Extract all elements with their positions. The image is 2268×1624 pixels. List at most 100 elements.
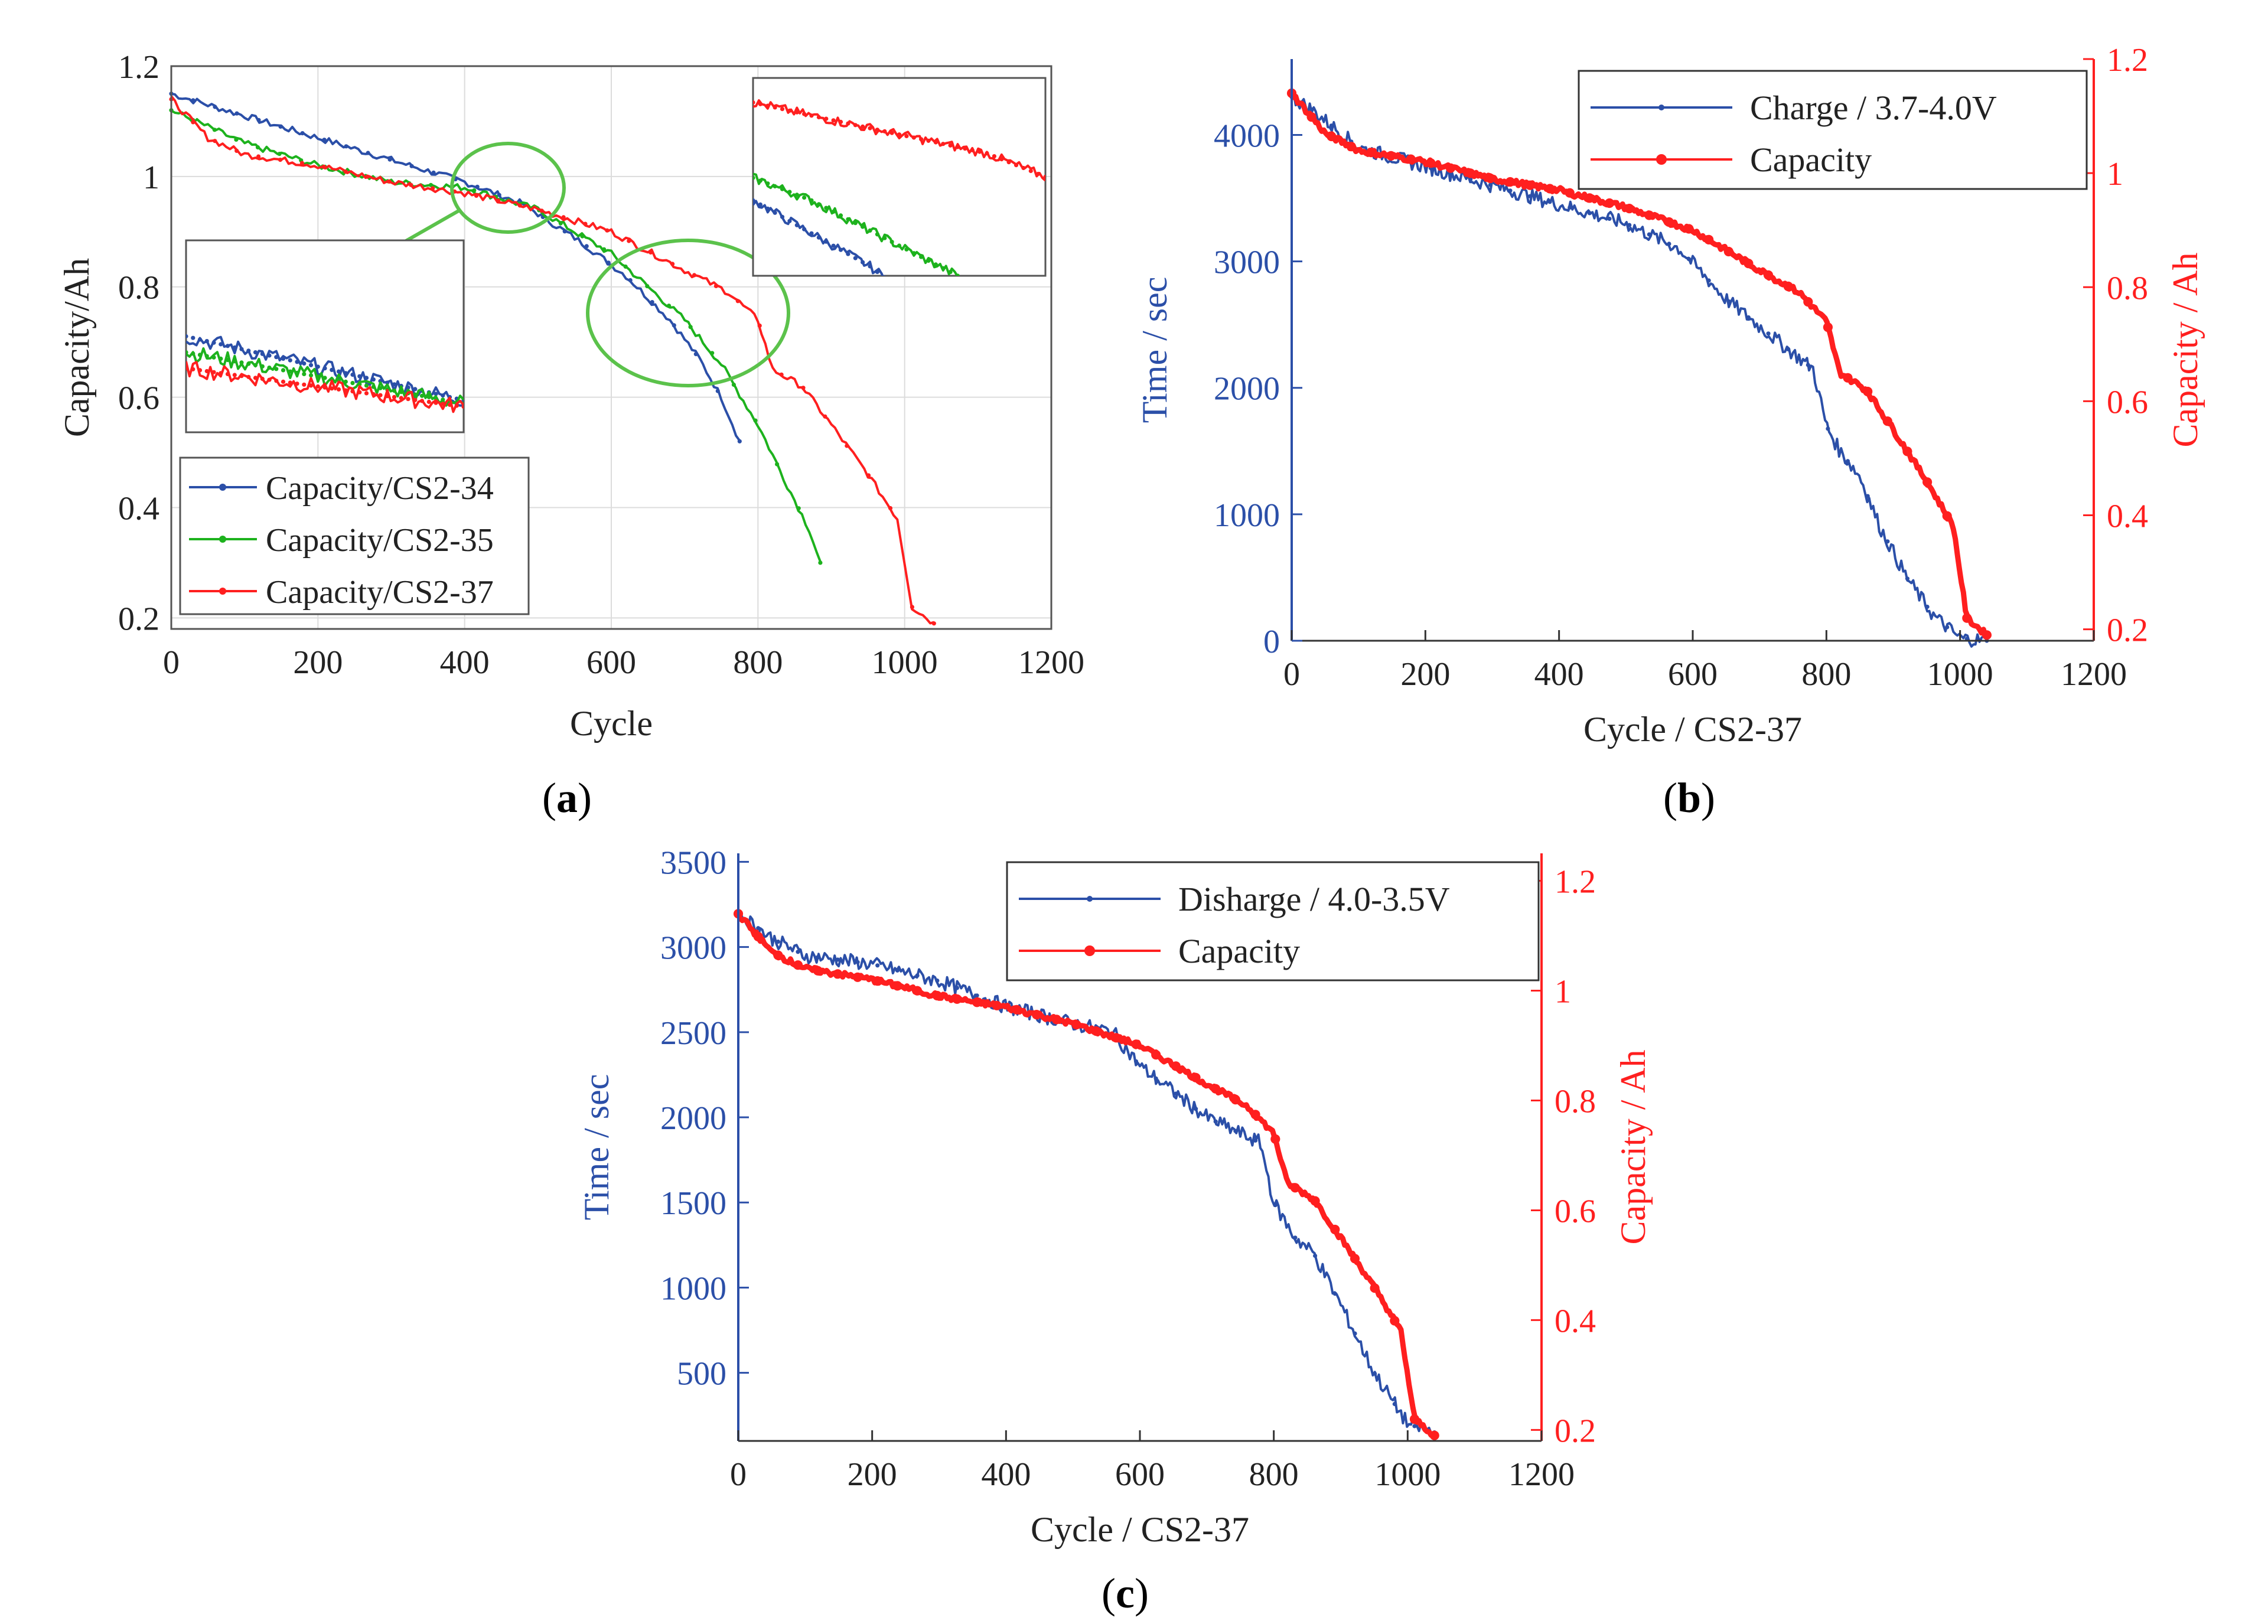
series-left-b-point xyxy=(1686,257,1692,262)
series-right-c-point xyxy=(853,972,863,982)
series-left-c-point xyxy=(1353,1331,1357,1336)
series-a-3-point xyxy=(213,139,217,144)
series-left-b-point xyxy=(1885,539,1890,544)
y-tick-label-left-c: 1000 xyxy=(660,1270,726,1307)
inset-series-3-point xyxy=(970,148,975,152)
caption-a: (a) xyxy=(542,774,592,821)
inset-series-3 xyxy=(753,99,1045,182)
inset-series-3-point xyxy=(419,399,425,403)
inset-series-1-point xyxy=(315,364,320,369)
inset-series-3-point xyxy=(985,151,989,156)
y-tick-label-left-c: 3000 xyxy=(660,930,726,967)
inset-series-2-point xyxy=(765,181,770,186)
inset-series-3-point xyxy=(758,102,762,106)
inset-series-3-point xyxy=(882,129,887,133)
series-left-c-point xyxy=(915,973,920,978)
series-a-3-point xyxy=(431,186,435,191)
inset-series-3-point xyxy=(787,108,792,113)
inset-series-3-point xyxy=(441,402,445,406)
inset-series-3-point xyxy=(246,374,251,379)
inset-series-2-point xyxy=(225,358,230,363)
y-tick-label-left-c: 1500 xyxy=(660,1185,726,1222)
x-tick-label-c: 1200 xyxy=(1508,1456,1575,1493)
inset-series-3-point xyxy=(295,381,299,386)
y-tick-label-a: 0.8 xyxy=(118,270,159,306)
inset-series-3-point xyxy=(322,385,327,390)
inset-series-2-point xyxy=(350,381,355,386)
y-tick-label-right-b: 1 xyxy=(2107,156,2123,193)
legend-marker-c xyxy=(1084,945,1095,956)
y-tick-label-a: 0.2 xyxy=(118,601,159,637)
inset-series-3-point xyxy=(809,113,814,118)
inset-series-3-point xyxy=(191,367,195,371)
inset-series-1-point xyxy=(225,344,230,348)
series-right-b-point xyxy=(1982,630,1992,640)
series-right-b-point xyxy=(1843,373,1853,383)
series-a-3-point xyxy=(561,215,566,220)
series-a-3-point xyxy=(496,198,501,203)
y-axis-label-right-c: Capacity / Ah xyxy=(1614,1050,1653,1245)
inset-series-2-point xyxy=(302,371,307,377)
series-right-b-point xyxy=(1386,151,1396,161)
inset-series-3-point xyxy=(846,121,850,126)
inset-series-2-point xyxy=(904,247,909,252)
series-left-b-point xyxy=(1527,194,1533,198)
series-a-3-point xyxy=(845,443,849,448)
series-left-b-point xyxy=(1667,242,1671,246)
x-axis-label-b: Cycle / CS2-37 xyxy=(1583,710,1802,749)
inset-lines xyxy=(753,99,1045,276)
x-axis-label-a: Cycle xyxy=(570,704,653,743)
inset-series-2-point xyxy=(933,262,938,267)
series-a-1-point xyxy=(409,164,414,168)
series-left-c-point xyxy=(875,963,880,968)
inset-series-3-point xyxy=(875,128,879,132)
inset-2 xyxy=(752,77,1047,277)
series-left-b-point xyxy=(1468,177,1473,182)
y-tick-label-left-c: 2500 xyxy=(660,1015,726,1052)
legend-b: Charge / 3.7-4.0V Capacity xyxy=(1578,70,2088,190)
y-axis-label-left-c: Time / sec xyxy=(577,1074,616,1221)
series-a-3-point xyxy=(605,228,610,233)
inset-series-3-point xyxy=(413,397,418,402)
series-right-b-point xyxy=(1406,154,1416,164)
inset-series-1-point xyxy=(239,347,244,351)
series-a-1-point xyxy=(387,157,392,162)
series-right-c-point xyxy=(1350,1254,1360,1264)
series-left-c-point xyxy=(975,993,979,998)
y-tick-label-right-b: 0.6 xyxy=(2107,384,2148,420)
inset-series-3-point xyxy=(336,387,341,392)
series-left-b-point xyxy=(1329,123,1334,128)
legend-label-c: Disharge / 4.0-3.5V xyxy=(1178,880,1450,918)
panel-b: 0 200 400 600 800 1000 1200 0 1000 2000 3000 4000 0.… xyxy=(1135,42,2205,749)
series-a-1-point xyxy=(693,352,698,357)
inset-series-3-point xyxy=(1043,174,1045,180)
series-a-3-point xyxy=(649,250,653,255)
series-left-b-point xyxy=(1647,232,1651,237)
series-a-1-point xyxy=(300,131,305,136)
y-tick-label-a: 0.4 xyxy=(118,490,159,527)
series-left-b-point xyxy=(1568,205,1572,210)
series-a-3-point xyxy=(517,203,522,208)
series-right-b-point xyxy=(1525,180,1535,190)
y-tick-label-right-c: 0.2 xyxy=(1555,1413,1596,1449)
series-right-c-point xyxy=(813,966,823,976)
series-right-b-point xyxy=(1366,148,1376,158)
inset-series-1-point xyxy=(253,350,258,355)
series-a-2-point xyxy=(234,137,239,142)
series-left-c-point xyxy=(816,955,820,960)
series-left-c-point xyxy=(835,957,840,962)
series-a-3-point xyxy=(692,273,697,278)
series-a-2-point xyxy=(277,152,282,156)
legend-label-c: Capacity xyxy=(1178,932,1300,970)
inset-series-2-point xyxy=(838,213,843,218)
y-tick-label-right-b: 0.4 xyxy=(2107,498,2148,535)
legend-marker-a xyxy=(219,484,226,491)
series-left-b-point xyxy=(1746,315,1751,320)
legend-label-a: Capacity/CS2-35 xyxy=(266,522,494,559)
inset-series-3-point xyxy=(232,373,237,377)
y-axis-label-left-b: Time / sec xyxy=(1135,277,1174,423)
series-left-c-point xyxy=(1332,1292,1337,1296)
series-left-c-point xyxy=(1293,1235,1298,1240)
inset-series-3-point xyxy=(225,371,230,377)
series-right-c-point xyxy=(1429,1430,1439,1440)
